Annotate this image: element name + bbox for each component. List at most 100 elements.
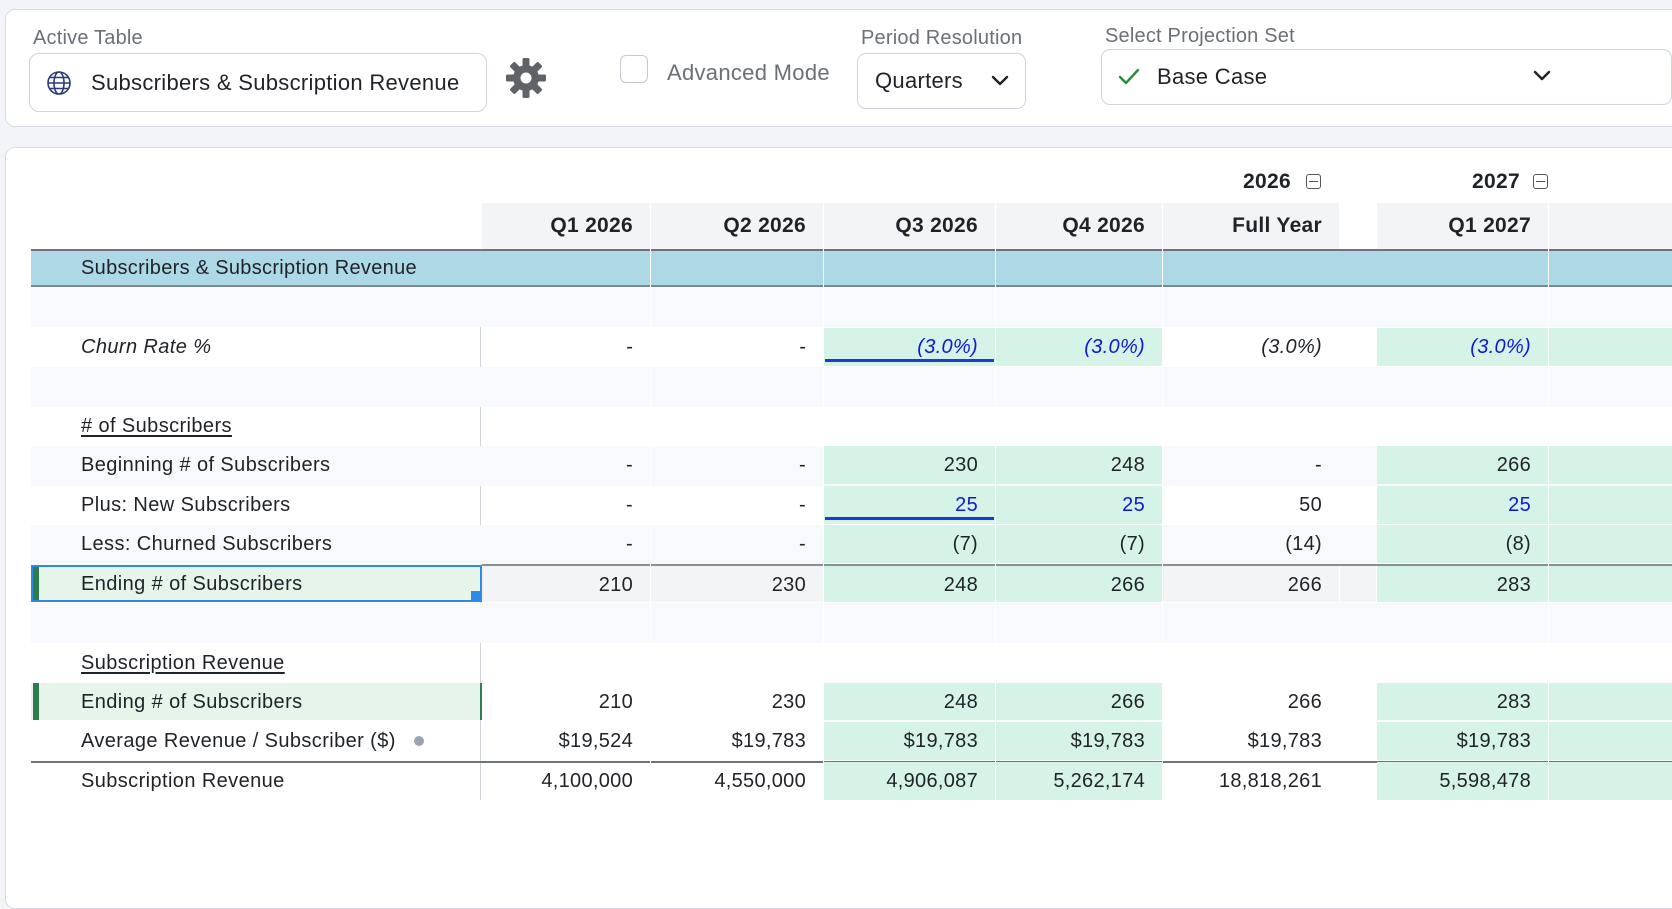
input-cell[interactable]: 25: [1377, 486, 1548, 524]
year-header-2026: 2026: [1243, 170, 1291, 193]
row-marker: [480, 683, 482, 720]
active-table-value: Subscribers & Subscription Revenue: [91, 69, 460, 95]
collapse-year-icon[interactable]: [1306, 174, 1321, 189]
table-cell[interactable]: 230: [824, 446, 995, 484]
table-cell[interactable]: -: [626, 533, 633, 555]
year-header-2027: 2027: [1472, 170, 1520, 193]
table-cell[interactable]: 266: [1377, 446, 1548, 484]
table-cell[interactable]: 266: [996, 566, 1162, 602]
table-cell[interactable]: (8): [1377, 525, 1548, 563]
table-cell[interactable]: (3.0%): [1261, 336, 1322, 358]
table-cell[interactable]: 4,100,000: [541, 770, 633, 792]
table-cell[interactable]: (14): [1285, 533, 1322, 555]
globe-icon: [47, 70, 71, 95]
table-cell[interactable]: -: [799, 336, 806, 358]
period-resolution-value: Quarters: [875, 68, 963, 93]
active-table-select[interactable]: Subscribers & Subscription Revenue: [29, 53, 487, 112]
collapse-year-icon[interactable]: [1533, 174, 1548, 189]
table-cell[interactable]: -: [626, 336, 633, 358]
table-cell[interactable]: -: [1315, 454, 1322, 476]
info-dot-icon[interactable]: [413, 736, 424, 746]
column-header-full-year: Full Year: [1163, 203, 1339, 249]
row-label-churned-subscribers: Less: Churned Subscribers: [81, 533, 333, 555]
table-cell[interactable]: 266: [996, 683, 1162, 720]
section-band: [31, 251, 1672, 286]
table-cell[interactable]: [1549, 446, 1672, 484]
column-gap: [650, 203, 651, 800]
table-cell[interactable]: [1549, 566, 1672, 602]
row-stripe: [31, 603, 1672, 643]
input-cell[interactable]: (3.0%): [1377, 328, 1548, 366]
input-cell[interactable]: 25: [996, 486, 1162, 524]
fill-handle[interactable]: [471, 591, 480, 600]
table-cell[interactable]: 248: [824, 683, 995, 720]
table-cell[interactable]: $19,783: [1377, 722, 1548, 760]
column-gap: [1548, 203, 1549, 800]
table-cell[interactable]: 50: [1299, 494, 1322, 516]
table-cell[interactable]: 248: [996, 446, 1162, 484]
row-stripe: [31, 287, 1672, 327]
projection-set-select[interactable]: Base Case: [1101, 49, 1672, 105]
advanced-mode-checkbox[interactable]: [620, 55, 648, 83]
row-marker: [33, 567, 39, 600]
table-cell[interactable]: 5,598,478: [1377, 762, 1548, 800]
total-divider: [482, 564, 1672, 566]
chevron-down-icon: [1533, 70, 1551, 81]
table-cell[interactable]: $19,783: [1247, 730, 1322, 752]
chevron-down-icon: [991, 75, 1009, 86]
table-cell[interactable]: 266: [1287, 691, 1322, 713]
input-cell[interactable]: [1549, 328, 1672, 366]
advanced-mode-label: Advanced Mode: [667, 60, 830, 85]
linked-row-label-cell[interactable]: [31, 683, 481, 720]
projection-set-label: Select Projection Set: [1105, 25, 1295, 47]
table-cell[interactable]: -: [626, 454, 633, 476]
table-cell[interactable]: (7): [996, 525, 1162, 563]
column-header-q4-2026: Q4 2026: [996, 203, 1162, 249]
table-cell[interactable]: (7): [824, 525, 995, 563]
divider: [31, 249, 1672, 251]
section-title: Subscribers & Subscription Revenue: [81, 257, 417, 279]
column-header-q2-2026: Q2 2026: [651, 203, 823, 249]
table-cell[interactable]: -: [799, 494, 806, 516]
table-cell[interactable]: 4,906,087: [824, 762, 995, 800]
table-cell[interactable]: [1549, 722, 1672, 760]
row-label-churn-rate: Churn Rate %: [81, 336, 212, 358]
table-cell[interactable]: 283: [1377, 566, 1548, 602]
table-cell[interactable]: 248: [824, 566, 995, 602]
row-marker: [33, 683, 39, 720]
table-cell[interactable]: -: [799, 454, 806, 476]
column-gap: [823, 203, 824, 800]
table-cell[interactable]: 266: [1163, 566, 1339, 602]
row-label-ending-subscribers: Ending # of Subscribers: [81, 573, 303, 595]
column-header-q3-2026: Q3 2026: [824, 203, 995, 249]
input-cell[interactable]: [1549, 486, 1672, 524]
column-gap: [1162, 203, 1163, 800]
period-resolution-select[interactable]: Quarters: [857, 53, 1026, 109]
table-cell[interactable]: $19,783: [996, 722, 1162, 760]
table-cell[interactable]: 18,818,261: [1218, 770, 1322, 792]
input-cell[interactable]: (3.0%): [996, 328, 1162, 366]
selected-row-label-cell[interactable]: [31, 565, 482, 602]
gear-icon[interactable]: [505, 57, 547, 99]
table-cell[interactable]: [1549, 762, 1672, 800]
table-cell[interactable]: 210: [482, 566, 650, 602]
table-cell[interactable]: -: [626, 494, 633, 516]
row-label-average-revenue: Average Revenue / Subscriber ($): [31, 722, 424, 760]
table-cell[interactable]: -: [799, 533, 806, 555]
divider: [31, 285, 1672, 287]
table-cell[interactable]: 210: [598, 691, 633, 713]
column-header-q1-2027: Q1 2027: [1377, 203, 1548, 249]
table-cell[interactable]: [1549, 683, 1672, 720]
table-cell[interactable]: [1549, 525, 1672, 563]
table-cell[interactable]: 230: [651, 566, 823, 602]
table-cell[interactable]: $19,783: [824, 722, 995, 760]
table-cell[interactable]: $19,783: [731, 730, 806, 752]
row-label-new-subscribers: Plus: New Subscribers: [81, 494, 291, 516]
check-icon: [1118, 68, 1140, 85]
table-cell[interactable]: 230: [771, 691, 806, 713]
table-cell[interactable]: 283: [1377, 683, 1548, 720]
period-resolution-label: Period Resolution: [861, 27, 1023, 49]
table-cell[interactable]: 4,550,000: [714, 770, 806, 792]
table-cell[interactable]: $19,524: [558, 730, 633, 752]
table-cell[interactable]: 5,262,174: [996, 762, 1162, 800]
